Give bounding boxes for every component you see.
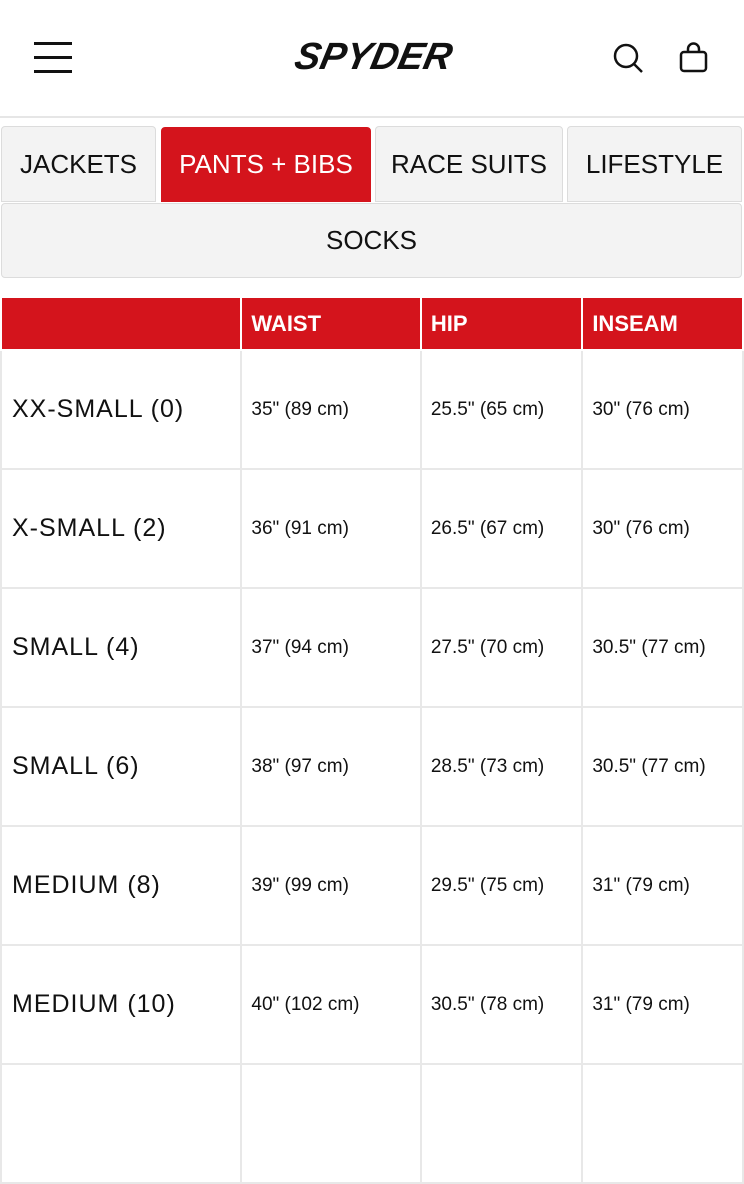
- cell-waist: 38" (97 cm): [240, 706, 422, 827]
- cell-waist: 40" (102 cm): [240, 944, 422, 1065]
- cell-waist: 39" (99 cm): [240, 825, 422, 946]
- cell-inseam: 31" (79 cm): [581, 825, 744, 946]
- table-row: SMALL (6) 38" (97 cm) 28.5" (73 cm) 30.5" (…: [0, 706, 744, 827]
- cell-waist: 36" (91 cm): [240, 468, 422, 589]
- cell-hip: 30.5" (78 cm): [419, 944, 584, 1065]
- table-row: SMALL (4) 37" (94 cm) 27.5" (70 cm) 30.5" (…: [0, 587, 744, 708]
- cell-empty: [0, 1063, 243, 1184]
- cell-hip: 27.5" (70 cm): [419, 587, 584, 708]
- table-header-row: WAIST HIP INSEAM: [0, 298, 744, 351]
- svg-text:SPYDER: SPYDER: [291, 36, 456, 76]
- spyder-logo[interactable]: SPYDER: [280, 36, 466, 76]
- cell-hip: 28.5" (73 cm): [419, 706, 584, 827]
- cell-empty: [581, 1063, 744, 1184]
- header-inseam: INSEAM: [581, 298, 744, 351]
- table-row: X-SMALL (2) 36" (91 cm) 26.5" (67 cm) 30" (…: [0, 468, 744, 589]
- cell-empty: [240, 1063, 422, 1184]
- size-chart-table: WAIST HIP INSEAM XX-SMALL (0) 35" (89 cm)…: [0, 298, 744, 1184]
- table-row: MEDIUM (10) 40" (102 cm) 30.5" (78 cm) 31" …: [0, 944, 744, 1065]
- header-size: [0, 298, 243, 351]
- tab-pants-bibs[interactable]: PANTS + BIBS: [161, 127, 371, 202]
- cell-inseam: 30" (76 cm): [581, 349, 744, 470]
- menu-icon[interactable]: [34, 42, 72, 74]
- table-row: MEDIUM (8) 39" (99 cm) 29.5" (75 cm) 31" (7…: [0, 825, 744, 946]
- header-hip: HIP: [419, 298, 584, 351]
- cell-hip: 29.5" (75 cm): [419, 825, 584, 946]
- table-row: XX-SMALL (0) 35" (89 cm) 25.5" (65 cm) 30" …: [0, 349, 744, 470]
- cell-waist: 37" (94 cm): [240, 587, 422, 708]
- cell-size: SMALL (4): [0, 587, 243, 708]
- cell-size: MEDIUM (8): [0, 825, 243, 946]
- tab-lifestyle[interactable]: LIFESTYLE: [567, 126, 742, 202]
- table-row-partial: [0, 1063, 744, 1184]
- cell-size: XX-SMALL (0): [0, 349, 243, 470]
- cell-inseam: 30" (76 cm): [581, 468, 744, 589]
- tab-race-suits[interactable]: RACE SUITS: [375, 126, 563, 202]
- cell-inseam: 31" (79 cm): [581, 944, 744, 1065]
- cell-waist: 35" (89 cm): [240, 349, 422, 470]
- cell-size: MEDIUM (10): [0, 944, 243, 1065]
- tab-socks[interactable]: SOCKS: [1, 203, 742, 278]
- cell-size: SMALL (6): [0, 706, 243, 827]
- cell-inseam: 30.5" (77 cm): [581, 706, 744, 827]
- bag-icon[interactable]: [678, 42, 710, 74]
- cell-empty: [419, 1063, 584, 1184]
- site-header: SPYDER: [0, 0, 744, 118]
- cell-inseam: 30.5" (77 cm): [581, 587, 744, 708]
- cell-hip: 26.5" (67 cm): [419, 468, 584, 589]
- tab-jackets[interactable]: JACKETS: [1, 126, 156, 202]
- header-waist: WAIST: [240, 298, 422, 351]
- search-icon[interactable]: [612, 42, 644, 74]
- cell-hip: 25.5" (65 cm): [419, 349, 584, 470]
- cell-size: X-SMALL (2): [0, 468, 243, 589]
